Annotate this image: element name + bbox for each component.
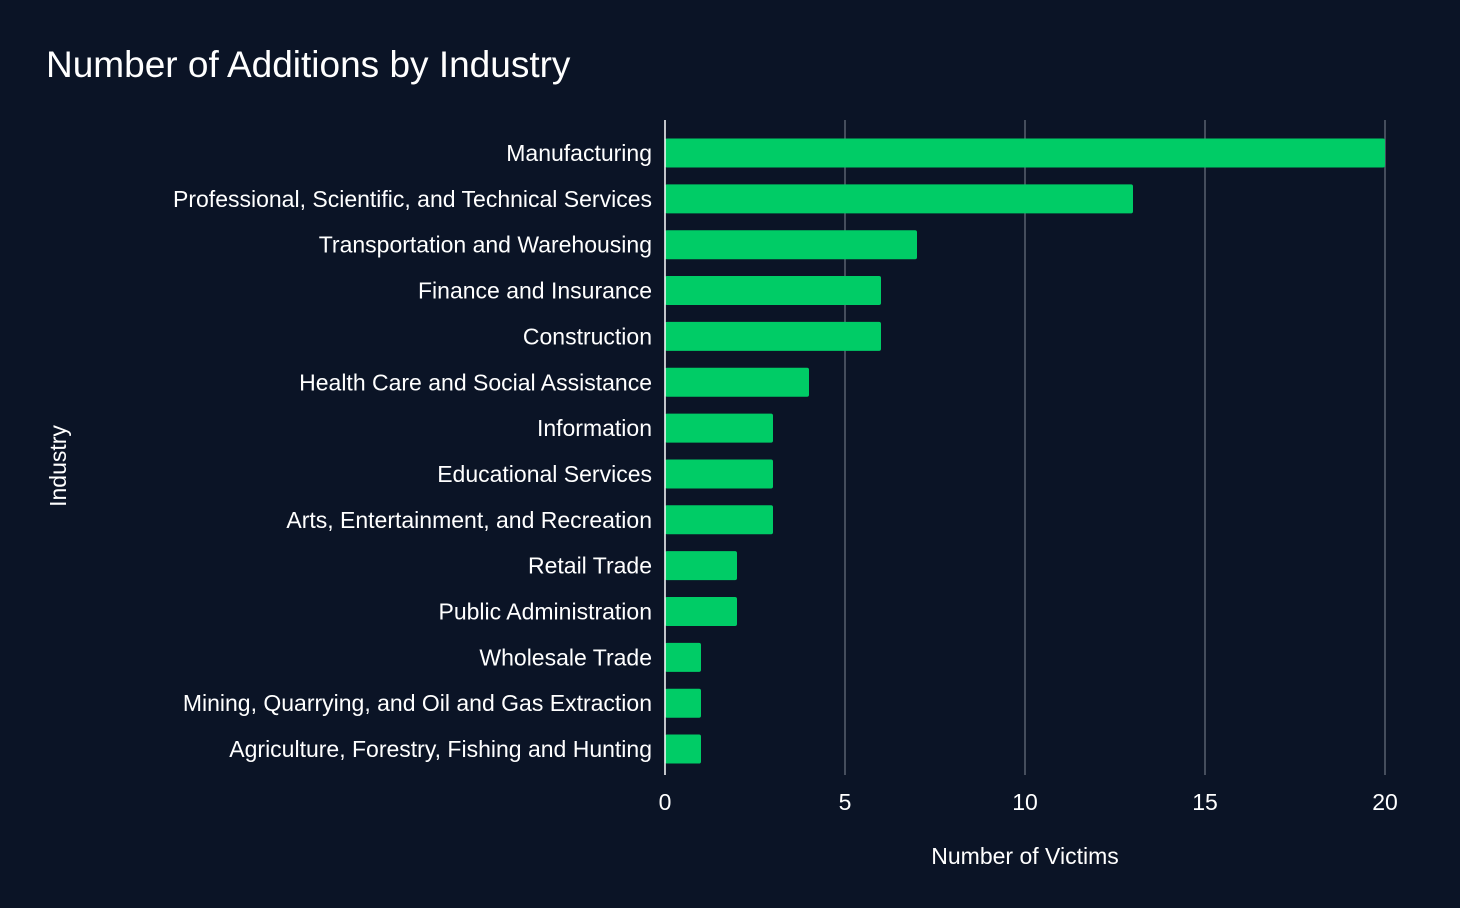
bar — [665, 413, 773, 443]
bar — [665, 459, 773, 489]
bar — [665, 597, 737, 626]
y-tick-label: Transportation and Warehousing — [319, 232, 652, 258]
x-tick-label: 5 — [839, 789, 852, 815]
x-tick-label: 0 — [659, 789, 672, 815]
bar — [665, 551, 737, 581]
y-tick-label: Finance and Insurance — [418, 278, 652, 304]
x-tick-labels: 0 5 10 15 20 — [659, 789, 1398, 815]
x-axis-title: Number of Victims — [931, 843, 1118, 869]
y-tick-label: Manufacturing — [506, 140, 652, 166]
bar — [665, 734, 701, 764]
chart-title: Number of Additions by Industry — [46, 44, 571, 85]
x-tick-label: 15 — [1192, 789, 1218, 815]
y-axis-title: Industry — [45, 425, 71, 507]
y-tick-label: Health Care and Social Assistance — [299, 369, 652, 395]
y-tick-label: Retail Trade — [528, 553, 652, 579]
bar — [665, 505, 773, 535]
y-tick-label: Mining, Quarrying, and Oil and Gas Extra… — [183, 690, 652, 716]
y-tick-label: Professional, Scientific, and Technical … — [173, 186, 652, 212]
y-tick-label: Arts, Entertainment, and Recreation — [286, 507, 652, 533]
x-tick-label: 10 — [1012, 789, 1038, 815]
y-tick-label: Information — [537, 415, 652, 441]
y-tick-label: Educational Services — [437, 461, 652, 487]
y-tick-label: Construction — [523, 323, 652, 349]
bar — [665, 230, 917, 260]
bar — [665, 642, 701, 672]
bar — [665, 321, 881, 351]
bar — [665, 688, 701, 718]
y-tick-labels: Manufacturing Professional, Scientific, a… — [173, 140, 652, 762]
y-tick-label: Wholesale Trade — [479, 644, 652, 670]
y-tick-label: Public Administration — [439, 599, 653, 625]
bar — [665, 138, 1385, 168]
x-tick-label: 20 — [1372, 789, 1398, 815]
gridlines — [844, 120, 1386, 775]
y-tick-label: Agriculture, Forestry, Fishing and Hunti… — [229, 736, 652, 762]
bars — [665, 138, 1385, 764]
bar — [665, 184, 1133, 214]
bar — [665, 276, 881, 306]
bar — [665, 367, 809, 397]
